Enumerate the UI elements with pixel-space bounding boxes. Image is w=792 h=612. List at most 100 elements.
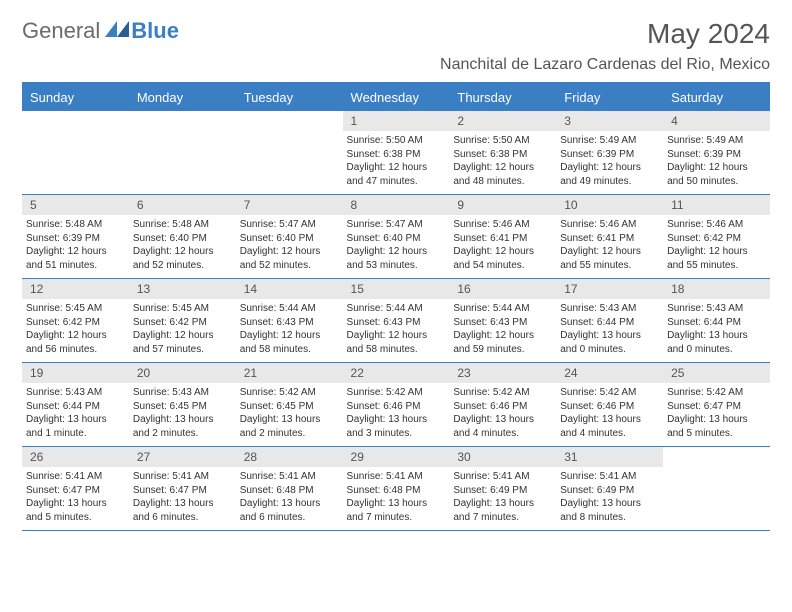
day-number: 5: [22, 195, 129, 215]
day-sun-data: Sunrise: 5:43 AMSunset: 6:45 PMDaylight:…: [129, 383, 236, 446]
calendar: Sunday Monday Tuesday Wednesday Thursday…: [22, 82, 770, 531]
page-header: General Blue May 2024 Nanchital de Lazar…: [22, 18, 770, 74]
day-number: 10: [556, 195, 663, 215]
logo-text-2: Blue: [131, 18, 179, 44]
weekday-monday: Monday: [129, 84, 236, 111]
calendar-day-cell: 9Sunrise: 5:46 AMSunset: 6:41 PMDaylight…: [449, 195, 556, 278]
day-sun-data: Sunrise: 5:41 AMSunset: 6:48 PMDaylight:…: [343, 467, 450, 530]
calendar-day-cell: .: [129, 111, 236, 194]
calendar-day-cell: 29Sunrise: 5:41 AMSunset: 6:48 PMDayligh…: [343, 447, 450, 530]
calendar-day-cell: 1Sunrise: 5:50 AMSunset: 6:38 PMDaylight…: [343, 111, 450, 194]
calendar-day-cell: 26Sunrise: 5:41 AMSunset: 6:47 PMDayligh…: [22, 447, 129, 530]
day-number: 25: [663, 363, 770, 383]
day-number: 20: [129, 363, 236, 383]
day-sun-data: Sunrise: 5:48 AMSunset: 6:39 PMDaylight:…: [22, 215, 129, 278]
day-sun-data: Sunrise: 5:47 AMSunset: 6:40 PMDaylight:…: [236, 215, 343, 278]
calendar-day-cell: 28Sunrise: 5:41 AMSunset: 6:48 PMDayligh…: [236, 447, 343, 530]
calendar-day-cell: 21Sunrise: 5:42 AMSunset: 6:45 PMDayligh…: [236, 363, 343, 446]
calendar-week-row: 5Sunrise: 5:48 AMSunset: 6:39 PMDaylight…: [22, 195, 770, 279]
day-number: 23: [449, 363, 556, 383]
day-sun-data: Sunrise: 5:47 AMSunset: 6:40 PMDaylight:…: [343, 215, 450, 278]
calendar-day-cell: 10Sunrise: 5:46 AMSunset: 6:41 PMDayligh…: [556, 195, 663, 278]
logo: General Blue: [22, 18, 179, 44]
day-sun-data: Sunrise: 5:43 AMSunset: 6:44 PMDaylight:…: [556, 299, 663, 362]
day-number: 22: [343, 363, 450, 383]
day-number: 24: [556, 363, 663, 383]
day-sun-data: Sunrise: 5:43 AMSunset: 6:44 PMDaylight:…: [22, 383, 129, 446]
calendar-week-row: . . . 1Sunrise: 5:50 AMSunset: 6:38 PMDa…: [22, 111, 770, 195]
calendar-day-cell: 18Sunrise: 5:43 AMSunset: 6:44 PMDayligh…: [663, 279, 770, 362]
calendar-week-row: 26Sunrise: 5:41 AMSunset: 6:47 PMDayligh…: [22, 447, 770, 531]
calendar-day-cell: 23Sunrise: 5:42 AMSunset: 6:46 PMDayligh…: [449, 363, 556, 446]
day-sun-data: Sunrise: 5:50 AMSunset: 6:38 PMDaylight:…: [343, 131, 450, 194]
weekday-saturday: Saturday: [663, 84, 770, 111]
day-number: 28: [236, 447, 343, 467]
weeks-container: . . . 1Sunrise: 5:50 AMSunset: 6:38 PMDa…: [22, 111, 770, 531]
calendar-day-cell: 24Sunrise: 5:42 AMSunset: 6:46 PMDayligh…: [556, 363, 663, 446]
day-number: 4: [663, 111, 770, 131]
day-sun-data: Sunrise: 5:49 AMSunset: 6:39 PMDaylight:…: [663, 131, 770, 194]
calendar-day-cell: 20Sunrise: 5:43 AMSunset: 6:45 PMDayligh…: [129, 363, 236, 446]
day-sun-data: Sunrise: 5:46 AMSunset: 6:41 PMDaylight:…: [556, 215, 663, 278]
day-sun-data: Sunrise: 5:49 AMSunset: 6:39 PMDaylight:…: [556, 131, 663, 194]
day-sun-data: Sunrise: 5:41 AMSunset: 6:48 PMDaylight:…: [236, 467, 343, 530]
month-title: May 2024: [440, 18, 770, 50]
weekday-sunday: Sunday: [22, 84, 129, 111]
calendar-day-cell: 19Sunrise: 5:43 AMSunset: 6:44 PMDayligh…: [22, 363, 129, 446]
day-sun-data: Sunrise: 5:46 AMSunset: 6:41 PMDaylight:…: [449, 215, 556, 278]
calendar-day-cell: 2Sunrise: 5:50 AMSunset: 6:38 PMDaylight…: [449, 111, 556, 194]
day-sun-data: Sunrise: 5:42 AMSunset: 6:46 PMDaylight:…: [556, 383, 663, 446]
day-number: 16: [449, 279, 556, 299]
calendar-day-cell: 11Sunrise: 5:46 AMSunset: 6:42 PMDayligh…: [663, 195, 770, 278]
logo-text-1: General: [22, 18, 100, 44]
calendar-day-cell: 27Sunrise: 5:41 AMSunset: 6:47 PMDayligh…: [129, 447, 236, 530]
day-number: 7: [236, 195, 343, 215]
calendar-day-cell: 6Sunrise: 5:48 AMSunset: 6:40 PMDaylight…: [129, 195, 236, 278]
calendar-week-row: 19Sunrise: 5:43 AMSunset: 6:44 PMDayligh…: [22, 363, 770, 447]
calendar-day-cell: 7Sunrise: 5:47 AMSunset: 6:40 PMDaylight…: [236, 195, 343, 278]
calendar-day-cell: 30Sunrise: 5:41 AMSunset: 6:49 PMDayligh…: [449, 447, 556, 530]
day-number: 21: [236, 363, 343, 383]
day-number: 27: [129, 447, 236, 467]
day-sun-data: Sunrise: 5:41 AMSunset: 6:49 PMDaylight:…: [449, 467, 556, 530]
weekday-header-row: Sunday Monday Tuesday Wednesday Thursday…: [22, 84, 770, 111]
calendar-day-cell: 5Sunrise: 5:48 AMSunset: 6:39 PMDaylight…: [22, 195, 129, 278]
day-number: 30: [449, 447, 556, 467]
day-number: 1: [343, 111, 450, 131]
calendar-day-cell: 22Sunrise: 5:42 AMSunset: 6:46 PMDayligh…: [343, 363, 450, 446]
day-sun-data: Sunrise: 5:48 AMSunset: 6:40 PMDaylight:…: [129, 215, 236, 278]
day-number: 13: [129, 279, 236, 299]
day-sun-data: Sunrise: 5:44 AMSunset: 6:43 PMDaylight:…: [236, 299, 343, 362]
day-number: 17: [556, 279, 663, 299]
calendar-day-cell: .: [22, 111, 129, 194]
calendar-day-cell: 25Sunrise: 5:42 AMSunset: 6:47 PMDayligh…: [663, 363, 770, 446]
calendar-day-cell: 13Sunrise: 5:45 AMSunset: 6:42 PMDayligh…: [129, 279, 236, 362]
day-number: 9: [449, 195, 556, 215]
day-sun-data: Sunrise: 5:44 AMSunset: 6:43 PMDaylight:…: [343, 299, 450, 362]
day-number: 29: [343, 447, 450, 467]
calendar-week-row: 12Sunrise: 5:45 AMSunset: 6:42 PMDayligh…: [22, 279, 770, 363]
calendar-day-cell: 15Sunrise: 5:44 AMSunset: 6:43 PMDayligh…: [343, 279, 450, 362]
day-sun-data: Sunrise: 5:43 AMSunset: 6:44 PMDaylight:…: [663, 299, 770, 362]
day-number: 15: [343, 279, 450, 299]
day-sun-data: Sunrise: 5:41 AMSunset: 6:47 PMDaylight:…: [129, 467, 236, 530]
day-sun-data: Sunrise: 5:50 AMSunset: 6:38 PMDaylight:…: [449, 131, 556, 194]
calendar-day-cell: 31Sunrise: 5:41 AMSunset: 6:49 PMDayligh…: [556, 447, 663, 530]
day-number: 11: [663, 195, 770, 215]
calendar-day-cell: 4Sunrise: 5:49 AMSunset: 6:39 PMDaylight…: [663, 111, 770, 194]
day-sun-data: Sunrise: 5:42 AMSunset: 6:46 PMDaylight:…: [449, 383, 556, 446]
day-number: 19: [22, 363, 129, 383]
day-number: 26: [22, 447, 129, 467]
weekday-thursday: Thursday: [449, 84, 556, 111]
location-text: Nanchital de Lazaro Cardenas del Rio, Me…: [440, 56, 770, 74]
day-number: 8: [343, 195, 450, 215]
weekday-wednesday: Wednesday: [343, 84, 450, 111]
calendar-day-cell: 3Sunrise: 5:49 AMSunset: 6:39 PMDaylight…: [556, 111, 663, 194]
day-sun-data: Sunrise: 5:45 AMSunset: 6:42 PMDaylight:…: [129, 299, 236, 362]
calendar-day-cell: 12Sunrise: 5:45 AMSunset: 6:42 PMDayligh…: [22, 279, 129, 362]
day-number: 18: [663, 279, 770, 299]
calendar-day-cell: .: [236, 111, 343, 194]
day-sun-data: Sunrise: 5:46 AMSunset: 6:42 PMDaylight:…: [663, 215, 770, 278]
day-number: 12: [22, 279, 129, 299]
day-sun-data: Sunrise: 5:41 AMSunset: 6:47 PMDaylight:…: [22, 467, 129, 530]
